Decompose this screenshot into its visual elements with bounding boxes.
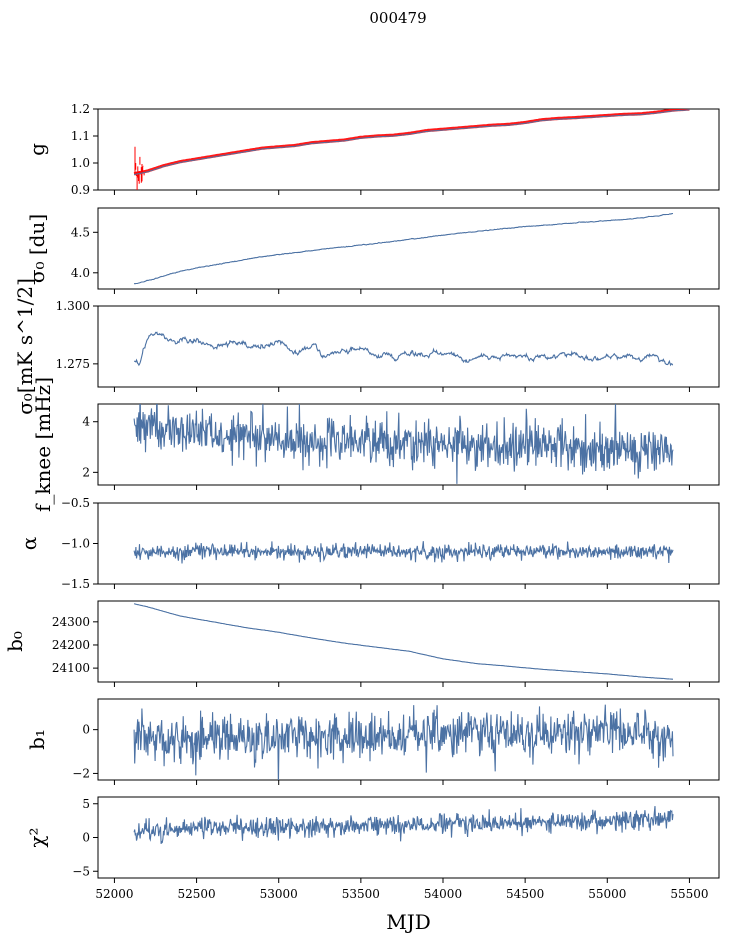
axes-frame [97,502,720,585]
x-tick-label: 55500 [670,887,708,901]
y-tick-label: 1.275 [56,357,90,371]
panel-sigma0_mk: 1.275 1.300 σ₀[mK s^1/2] [13,278,720,415]
y-tick-label: 2 [82,465,90,479]
x-tick-label: 53000 [260,887,298,901]
x-tick-label: 52000 [95,887,133,901]
panel-g: 0.9 1.0 1.1 1.2 g [25,102,720,197]
axes-frame [97,207,720,290]
y-tick-label: 1.2 [71,102,90,116]
y-axis-label: σ₀ [du] [25,214,49,283]
y-axis-label: b₁ [25,729,49,750]
figure-title: 000479 [369,9,426,27]
x-tick-label: 52500 [177,887,215,901]
panel-fknee: 2 4 f_knee [mHz] [31,377,720,512]
series-line [133,404,674,484]
y-tick-label: 0 [82,831,90,845]
y-tick-label: −2 [72,766,90,780]
y-tick-label: 24300 [52,615,90,629]
x-tick-label: 55000 [588,887,626,901]
series-line [133,603,673,680]
series-line [134,331,674,367]
panels: 0.9 1.0 1.1 1.2 g 4.0 4.5 σ₀ [du] 1.275 1.300 σ₀[m… [3,102,720,934]
panel-sigma0_du: 4.0 4.5 σ₀ [du] [25,207,720,294]
series-line [133,541,674,564]
y-tick-label: 0 [82,723,90,737]
axes-frame [97,698,720,781]
series-line-overlay [133,109,690,176]
y-tick-label: 5 [82,797,90,811]
y-tick-label: 1.300 [56,299,90,313]
y-tick-label: 4.0 [71,266,90,280]
panel-b0: 24100 24200 24300 b₀ [3,600,720,687]
series-band-start [134,146,145,190]
series-line [133,806,674,844]
y-axis-label: χ² [25,827,49,847]
y-tick-label: 1.0 [71,156,90,170]
panel-alpha: −1.5 −1.0 −0.5 α [17,496,720,591]
panel-b1: −2 0 b₁ [25,698,720,785]
x-tick-label: 54500 [506,887,544,901]
axes-frame [97,796,720,879]
y-tick-label: 1.1 [71,129,90,143]
y-tick-label: 24100 [52,661,90,675]
y-tick-label: −0.5 [61,496,90,510]
y-tick-label: 4.5 [71,225,90,239]
y-tick-label: 0.9 [71,183,90,197]
series-line [133,212,673,285]
panel-chi2: −5 0 5 52000 52500 53000 53500 54000 54500 55000 5… [25,796,720,934]
y-axis-label: α [17,537,41,551]
y-tick-label: −1.0 [61,537,90,551]
y-tick-label: −5 [72,864,90,878]
x-tick-label: 54000 [424,887,462,901]
x-axis-label: MJD [386,910,431,934]
y-axis-label: f_knee [mHz] [31,377,55,512]
series-line [133,704,674,780]
y-axis-label: σ₀[mK s^1/2] [13,278,37,415]
axes-frame [97,108,720,191]
series-band [133,109,690,176]
x-tick-label: 53500 [342,887,380,901]
axes-frame [97,305,720,388]
y-axis-label: b₀ [3,631,27,652]
y-tick-label: 4 [82,415,90,429]
axes-frame [97,600,720,683]
axes-frame [97,403,720,486]
y-tick-label: −1.5 [61,577,90,591]
y-tick-label: 24200 [52,638,90,652]
y-axis-label: g [25,143,49,156]
